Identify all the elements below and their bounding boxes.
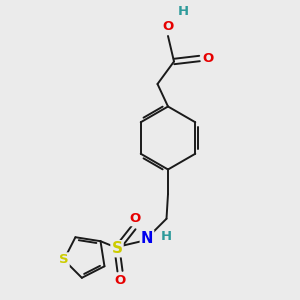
Text: S: S [112,241,122,256]
Text: O: O [114,274,126,287]
Text: S: S [59,254,69,266]
Text: H: H [161,230,172,243]
Text: O: O [129,212,141,225]
Text: N: N [141,231,153,246]
Text: O: O [162,20,174,34]
Text: H: H [177,5,189,19]
Text: O: O [202,52,214,65]
